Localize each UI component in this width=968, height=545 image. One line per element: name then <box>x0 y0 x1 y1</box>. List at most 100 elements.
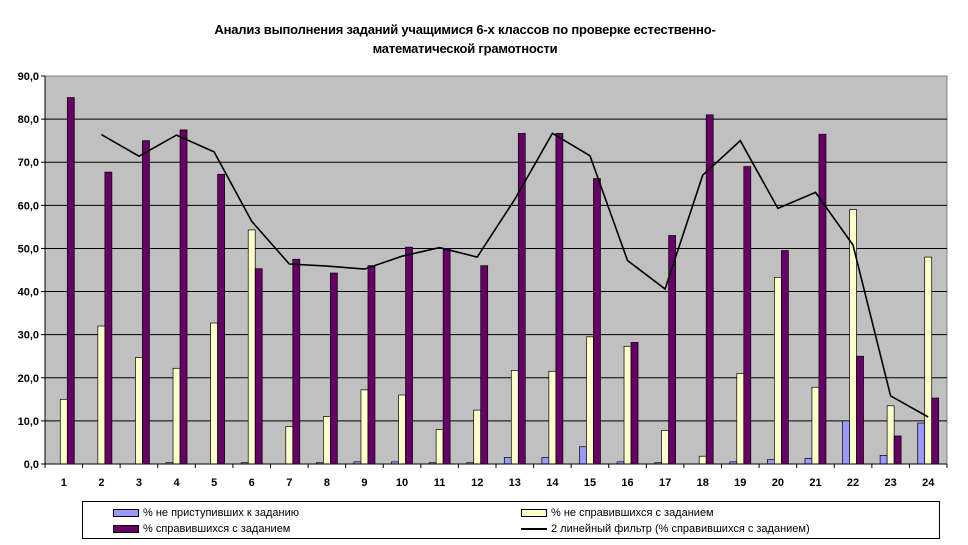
bar-s3-c9 <box>367 265 376 465</box>
y-tick-label: 0,0 <box>24 459 39 471</box>
bar-s2-c8 <box>323 416 331 465</box>
bar-s1-c23 <box>879 455 888 465</box>
x-tick-label: 17 <box>659 477 671 489</box>
x-tick-label: 7 <box>286 477 292 489</box>
bar-s2-c18 <box>698 455 707 465</box>
y-tick-label: 50,0 <box>18 243 39 255</box>
y-tick-label: 80,0 <box>18 114 39 126</box>
bar-s2-c6 <box>247 229 256 465</box>
bar-s2-c20 <box>774 276 782 465</box>
bar-s3-c5 <box>217 173 225 465</box>
bar-s1-c24 <box>917 422 926 465</box>
bar-s3-c14 <box>555 132 564 465</box>
x-tick-label: 1 <box>61 477 67 489</box>
bar-s3-c15 <box>593 178 601 465</box>
x-tick-label: 19 <box>734 477 746 489</box>
bar-s2-c21 <box>811 386 820 465</box>
x-tick-label: 24 <box>922 477 935 489</box>
legend: % не приступивших к заданию % не справив… <box>82 501 940 539</box>
trend-layer <box>101 132 929 418</box>
plot-area <box>44 75 948 465</box>
x-tick-label: 8 <box>324 477 330 489</box>
bar-s2-c12 <box>473 409 482 465</box>
chart-title-line-1: Анализ выполнения заданий учащимися 6-х … <box>214 22 716 37</box>
x-tick-label: 20 <box>772 477 784 489</box>
bar-s3-c1 <box>66 97 75 465</box>
bar-s2-c19 <box>736 373 745 465</box>
bar-s1-c13 <box>503 457 512 465</box>
bar-s2-c11 <box>435 429 444 465</box>
legend-swatch-succeeded <box>113 525 139 533</box>
bar-s1-c22 <box>842 420 850 465</box>
bar-s3-c20 <box>781 250 789 465</box>
x-tick-label: 16 <box>621 477 633 489</box>
bar-s2-c7 <box>285 426 294 465</box>
bar-s3-c2 <box>104 171 113 465</box>
bar-s2-c3 <box>135 357 143 465</box>
x-tick-label: 18 <box>697 477 709 489</box>
y-tick-label: 20,0 <box>18 373 39 385</box>
bar-s1-c14 <box>541 457 550 465</box>
x-tick-label: 9 <box>361 477 367 489</box>
grid-layer <box>45 118 947 422</box>
bar-s2-c23 <box>886 405 895 465</box>
bar-s3-c21 <box>818 133 827 465</box>
bar-s2-c9 <box>360 389 369 465</box>
bar-s3-c7 <box>292 258 301 465</box>
bar-s2-c5 <box>210 322 218 465</box>
x-tick-label: 23 <box>885 477 897 489</box>
legend-item-trendline: 2 линейный фильтр (% справившихся с зада… <box>521 523 810 535</box>
legend-swatch-not-started <box>113 509 139 517</box>
chart-title: Анализ выполнения заданий учащимися 6-х … <box>150 20 780 58</box>
bar-s3-c4 <box>179 129 188 465</box>
bar-s1-c21 <box>804 458 813 465</box>
bar-s2-c24 <box>924 256 933 465</box>
legend-item-succeeded: % справившихся с заданием <box>113 523 290 535</box>
legend-label-succeeded: % справившихся с заданием <box>143 523 291 535</box>
bar-s3-c6 <box>254 268 263 465</box>
bar-s2-c17 <box>661 430 669 465</box>
bar-s3-c10 <box>405 246 413 465</box>
legend-label-not-succeeded: % не справившихся с заданием <box>551 507 714 519</box>
x-tick-label: 15 <box>584 477 596 489</box>
bar-s3-c22 <box>856 355 864 465</box>
legend-label-trendline: 2 линейный фильтр (% справившихся с зада… <box>551 523 810 535</box>
trendline <box>101 132 929 418</box>
legend-item-not-succeeded: % не справившихся с заданием <box>521 507 714 519</box>
bars-layer <box>59 97 940 465</box>
bar-s3-c19 <box>743 166 752 465</box>
y-tick-label: 70,0 <box>18 157 39 169</box>
axis-layer: 0,0 10,0 20,0 30,0 40,0 50,0 60,0 70,0 80,0 90,0 1… <box>18 71 948 489</box>
legend-line-trendline <box>521 528 547 530</box>
y-tick-label: 40,0 <box>18 287 39 299</box>
x-tick-label: 2 <box>98 477 104 489</box>
bar-s3-c24 <box>931 397 940 465</box>
bar-s3-c16 <box>630 342 639 465</box>
bar-s3-c11 <box>442 248 451 465</box>
legend-swatch-not-succeeded <box>521 509 547 517</box>
x-tick-label: 14 <box>546 477 559 489</box>
x-tick-label: 6 <box>249 477 255 489</box>
bar-s3-c3 <box>142 140 150 465</box>
x-tick-label: 21 <box>809 477 821 489</box>
bar-s3-c12 <box>480 265 489 465</box>
x-tick-label: 3 <box>136 477 142 489</box>
bar-s2-c10 <box>398 394 406 465</box>
bar-s2-c4 <box>172 367 181 465</box>
x-tick-label: 11 <box>434 477 446 489</box>
x-tick-label: 10 <box>396 477 408 489</box>
legend-label-not-started: % не приступивших к заданию <box>143 507 299 519</box>
y-tick-label: 30,0 <box>18 330 39 342</box>
bar-s2-c15 <box>586 336 594 465</box>
bar-s1-c20 <box>767 459 775 465</box>
x-tick-label: 13 <box>509 477 521 489</box>
bar-s2-c14 <box>548 370 557 465</box>
bar-s2-c16 <box>623 345 632 465</box>
y-tick-label: 60,0 <box>18 200 39 212</box>
legend-item-not-started: % не приступивших к заданию <box>113 507 299 519</box>
bar-s1-c15 <box>579 446 587 465</box>
x-tick-label: 22 <box>847 477 859 489</box>
bar-s2-c2 <box>97 325 106 465</box>
bar-s3-c23 <box>893 435 902 465</box>
